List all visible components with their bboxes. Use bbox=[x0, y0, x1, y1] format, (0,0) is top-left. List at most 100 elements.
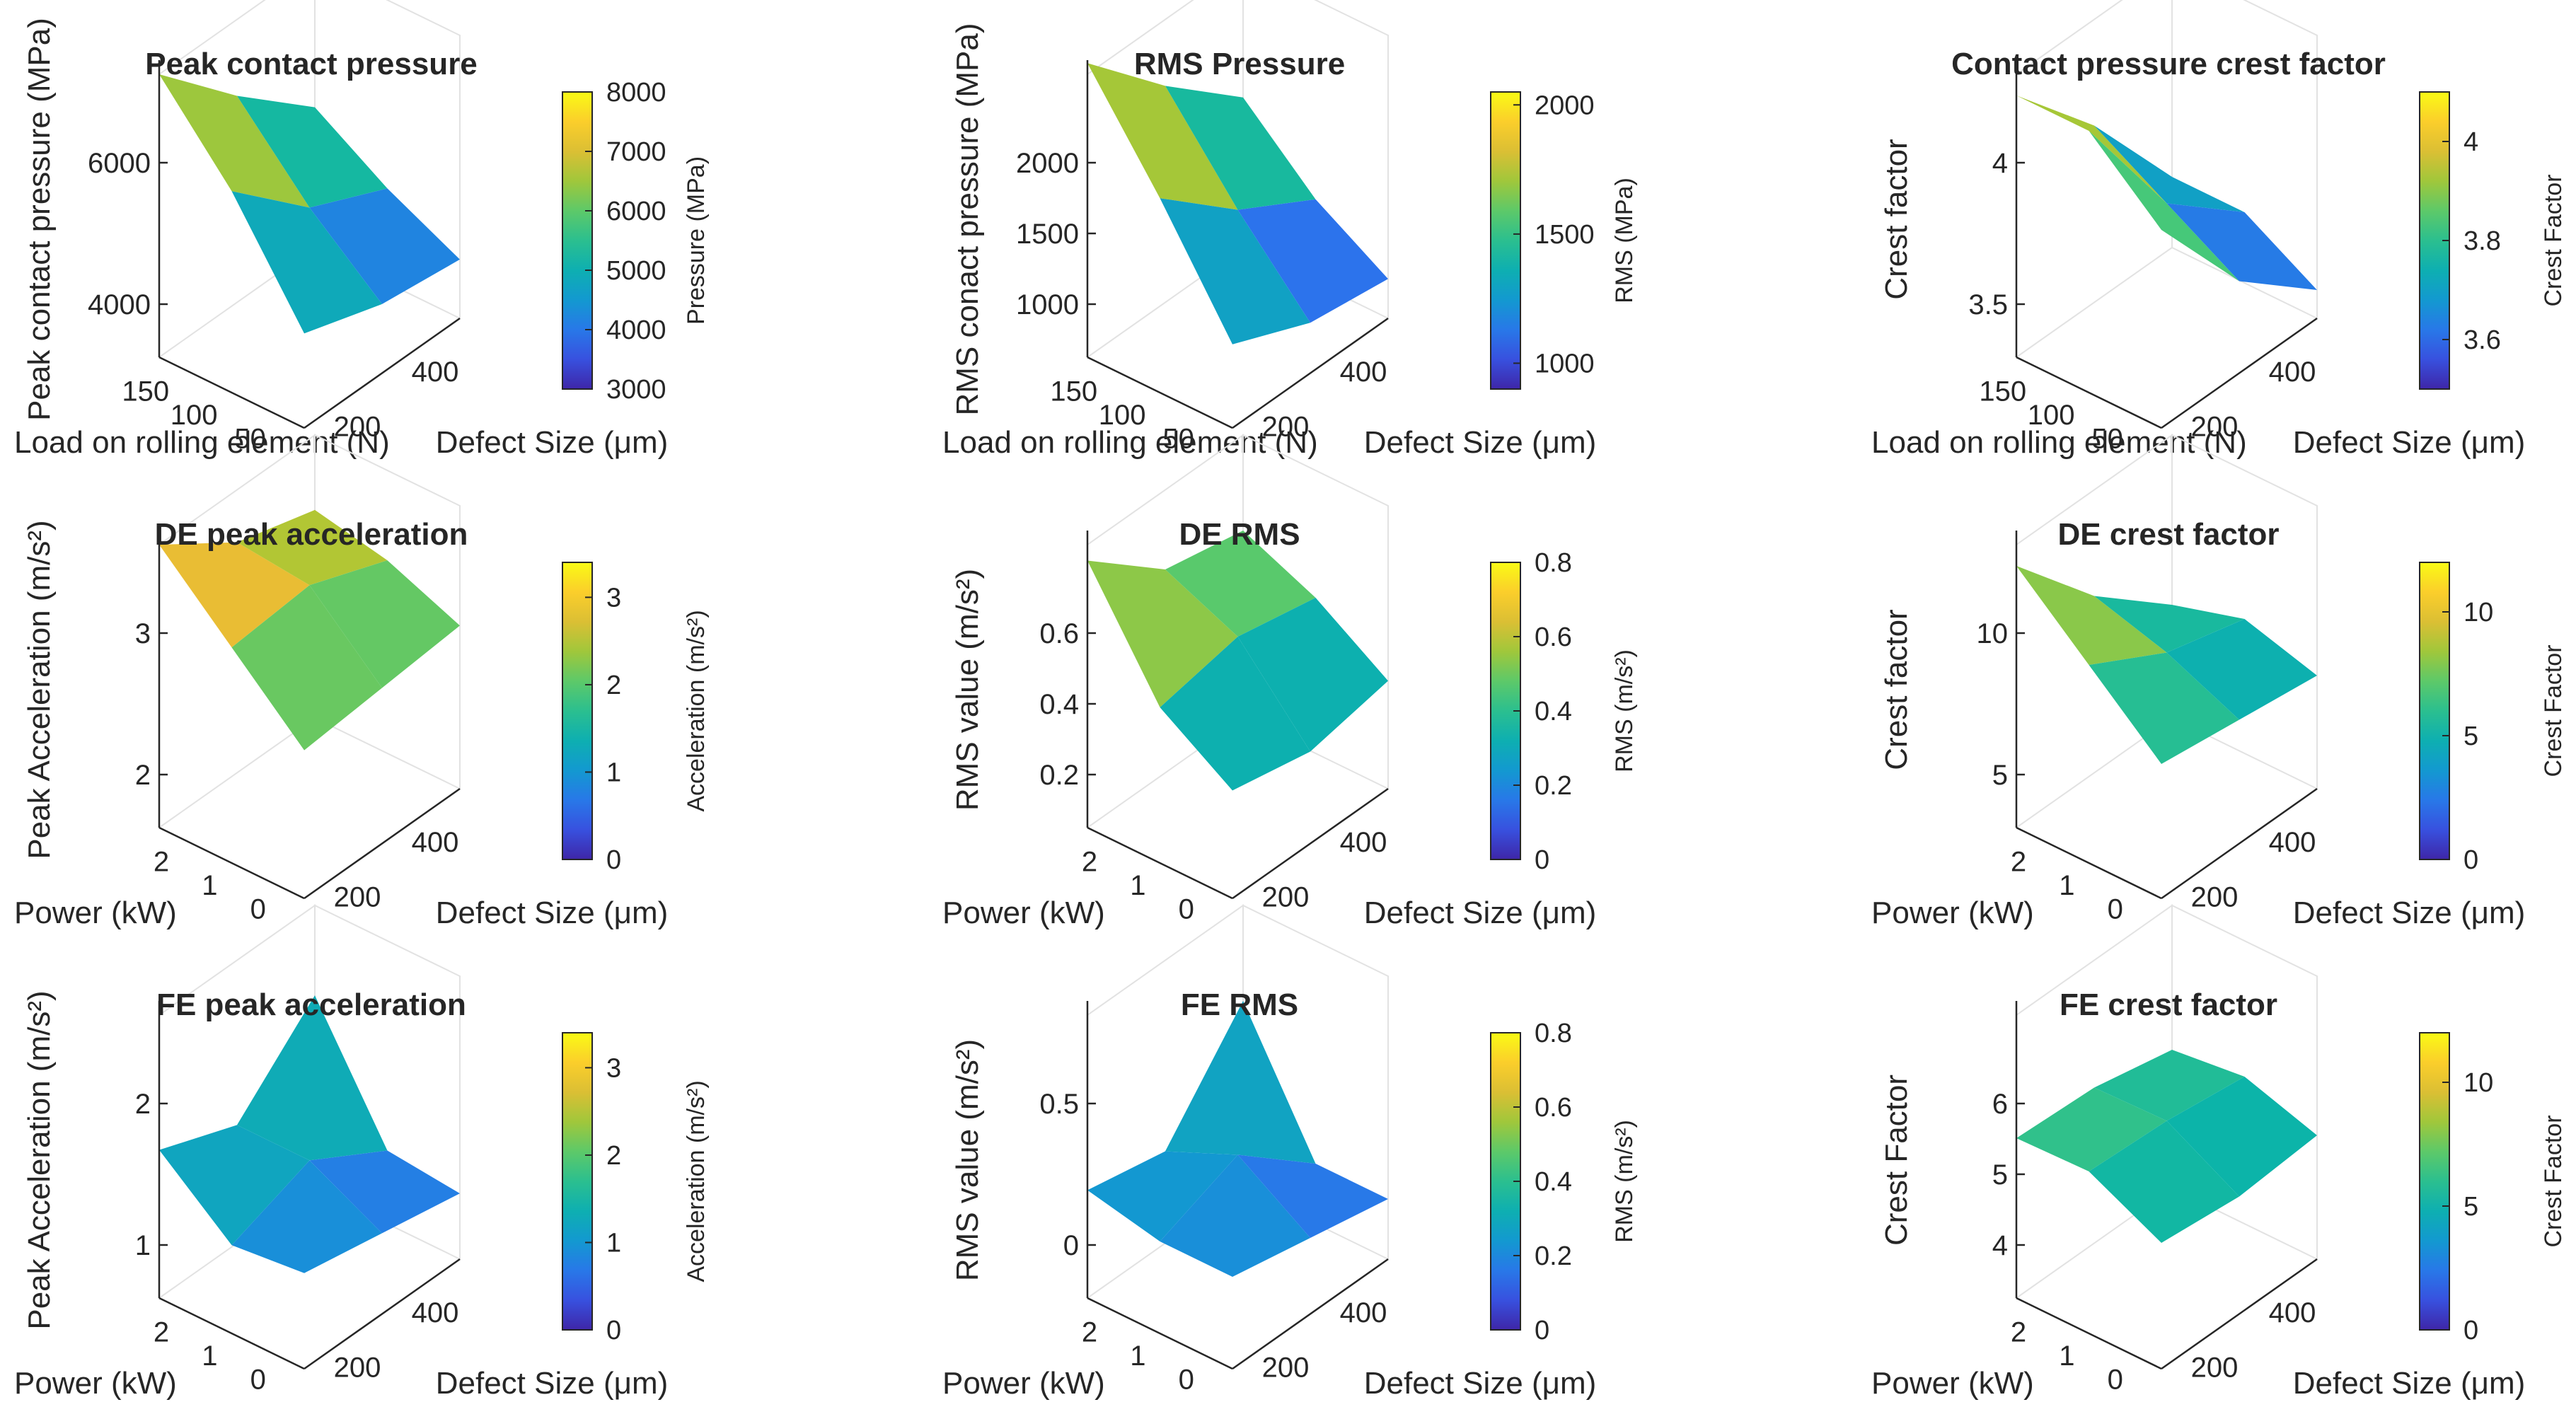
surface-patch bbox=[237, 995, 388, 1161]
x-tick-label: 400 bbox=[1340, 827, 1387, 858]
x-tick-label: 400 bbox=[412, 827, 459, 858]
y-tick-label: 1 bbox=[2059, 870, 2074, 901]
surface-patch bbox=[1165, 86, 1316, 210]
surface-patch bbox=[309, 188, 460, 304]
surface bbox=[1087, 1001, 1388, 1277]
surface-patch bbox=[159, 542, 310, 648]
surface-patch bbox=[1165, 531, 1316, 637]
chart-title: FE crest factor bbox=[2060, 987, 2277, 1022]
x-tick-label: 200 bbox=[334, 1352, 381, 1383]
x-tick-label: 200 bbox=[2191, 1352, 2239, 1383]
colorbar: 3 2 1 0 Acceleration (m/s²) bbox=[562, 562, 710, 875]
y-tick-label: 2 bbox=[1082, 847, 1097, 878]
surface bbox=[159, 509, 460, 751]
axes-lines bbox=[158, 531, 461, 900]
colorbar: 2000 1500 1000 RMS (MPa) bbox=[1490, 91, 1638, 390]
surface-patch bbox=[2089, 131, 2239, 282]
y-tick-label: 0 bbox=[2108, 1364, 2123, 1395]
colorbar-tick-label: 0 bbox=[2464, 1316, 2478, 1345]
y-tick-label: 2 bbox=[2011, 847, 2026, 878]
colorbar: 8000 7000 6000 5000 4000 3000 Pressure (MPa) bbox=[562, 78, 710, 405]
colorbar-tick-label: 0.4 bbox=[1535, 1167, 1572, 1197]
surface-patch bbox=[1237, 1154, 1388, 1238]
z-tick-label: 4000 bbox=[88, 289, 151, 320]
colorbar-label: Acceleration (m/s²) bbox=[683, 610, 710, 811]
colorbar-tick-label: 2000 bbox=[1535, 91, 1595, 120]
axes-lines bbox=[2015, 531, 2318, 900]
chart-title: DE crest factor bbox=[2057, 517, 2279, 552]
colorbar-tick-label: 6000 bbox=[606, 197, 666, 226]
x-tick-label: 200 bbox=[334, 411, 381, 442]
z-tick-label: 3.5 bbox=[1968, 289, 2008, 320]
y-axis-label: Power (kW) bbox=[942, 896, 1105, 930]
z-tick-label: 4 bbox=[1992, 1230, 2008, 1261]
colorbar-tick-label: 1500 bbox=[1535, 220, 1595, 250]
y-tick-label: 150 bbox=[122, 376, 169, 407]
surface-patch bbox=[1160, 637, 1310, 791]
colorbar-tick-label: 1000 bbox=[1535, 349, 1595, 378]
colorbar: 10 5 0 Crest Factor bbox=[2419, 1032, 2567, 1345]
chart-panel-5: DE RMS 0.6 0.4 0.2 2 1 0 200 400 RMS value (m/s²)… bbox=[942, 434, 1638, 930]
y-tick-label: 0 bbox=[250, 893, 266, 925]
z-tick-label: 6 bbox=[1992, 1089, 2008, 1120]
surface-patch bbox=[2166, 203, 2317, 290]
chart-panel-8: FE RMS 0.5 0 2 1 0 200 400 RMS value (m/s²) Defec… bbox=[942, 904, 1638, 1401]
surface-patch bbox=[159, 74, 310, 208]
y-tick-label: 150 bbox=[1050, 376, 1097, 407]
y-tick-label: 1 bbox=[2059, 1340, 2074, 1372]
y-axis-label: Load on rolling element (N) bbox=[942, 425, 1318, 460]
y-tick-label: 50 bbox=[2091, 423, 2123, 454]
x-axis-label: Defect Size (μm) bbox=[436, 425, 669, 460]
x-axis-label: Defect Size (μm) bbox=[2293, 425, 2526, 460]
colorbar: 4 3.8 3.6 Crest Factor bbox=[2419, 91, 2567, 390]
chart-title: DE peak acceleration bbox=[155, 517, 468, 552]
colorbar-gradient bbox=[1490, 91, 1521, 390]
colorbar-tick-label: 0 bbox=[1535, 1316, 1549, 1345]
z-axis-label: RMS conact pressure (MPa) bbox=[950, 23, 985, 415]
z-axis-label: RMS value (m/s²) bbox=[950, 1039, 985, 1281]
surface-patch bbox=[2094, 125, 2245, 212]
surface bbox=[159, 74, 460, 334]
x-tick-label: 400 bbox=[1340, 357, 1387, 388]
axes-lines bbox=[158, 1001, 461, 1370]
surface-patch bbox=[2166, 1077, 2317, 1197]
x-axis-label: Defect Size (μm) bbox=[436, 896, 669, 930]
z-tick-label: 5 bbox=[1992, 760, 2008, 791]
z-tick-label: 0.5 bbox=[1039, 1089, 1079, 1120]
y-tick-label: 50 bbox=[234, 423, 266, 454]
surface-patch bbox=[309, 1150, 460, 1234]
colorbar-tick-label: 3 bbox=[606, 1053, 621, 1083]
x-axis-label: Defect Size (μm) bbox=[2293, 1366, 2526, 1401]
y-axis-label: Load on rolling element (N) bbox=[1871, 425, 2247, 460]
x-tick-label: 400 bbox=[2269, 1297, 2316, 1328]
colorbar-label: Pressure (MPa) bbox=[683, 156, 710, 325]
colorbar-tick-label: 0 bbox=[2464, 845, 2478, 875]
y-tick-label: 1 bbox=[202, 870, 217, 901]
colorbar: 10 5 0 Crest Factor bbox=[2419, 562, 2567, 875]
y-tick-label: 2 bbox=[2011, 1317, 2026, 1348]
surface bbox=[1087, 531, 1388, 791]
z-axis-label: Peak contact pressure (MPa) bbox=[22, 18, 57, 421]
surface-patch bbox=[159, 1125, 310, 1246]
colorbar-tick-label: 3000 bbox=[606, 375, 666, 405]
colorbar-tick-label: 0 bbox=[606, 1316, 621, 1345]
axes-lines bbox=[1086, 531, 1389, 900]
surface-patch bbox=[1160, 1154, 1310, 1277]
colorbar-label: RMS (m/s²) bbox=[1611, 1120, 1638, 1243]
z-tick-label: 3 bbox=[135, 618, 151, 649]
colorbar-gradient bbox=[2419, 1032, 2450, 1331]
x-tick-label: 200 bbox=[1262, 411, 1310, 442]
y-axis-label: Power (kW) bbox=[14, 896, 177, 930]
colorbar-tick-label: 0.2 bbox=[1535, 771, 1572, 801]
colorbar-tick-label: 0.6 bbox=[1535, 1093, 1572, 1123]
chart-title: DE RMS bbox=[1179, 517, 1300, 552]
colorbar-gradient bbox=[562, 562, 593, 860]
colorbar-tick-label: 2 bbox=[606, 671, 621, 700]
y-axis-label: Power (kW) bbox=[1871, 1366, 2034, 1401]
z-tick-label: 0 bbox=[1063, 1230, 1079, 1261]
chart-panel-7: FE peak acceleration 2 1 2 1 0 200 400 Peak Acce… bbox=[14, 904, 710, 1401]
surface-patch bbox=[231, 1160, 382, 1273]
